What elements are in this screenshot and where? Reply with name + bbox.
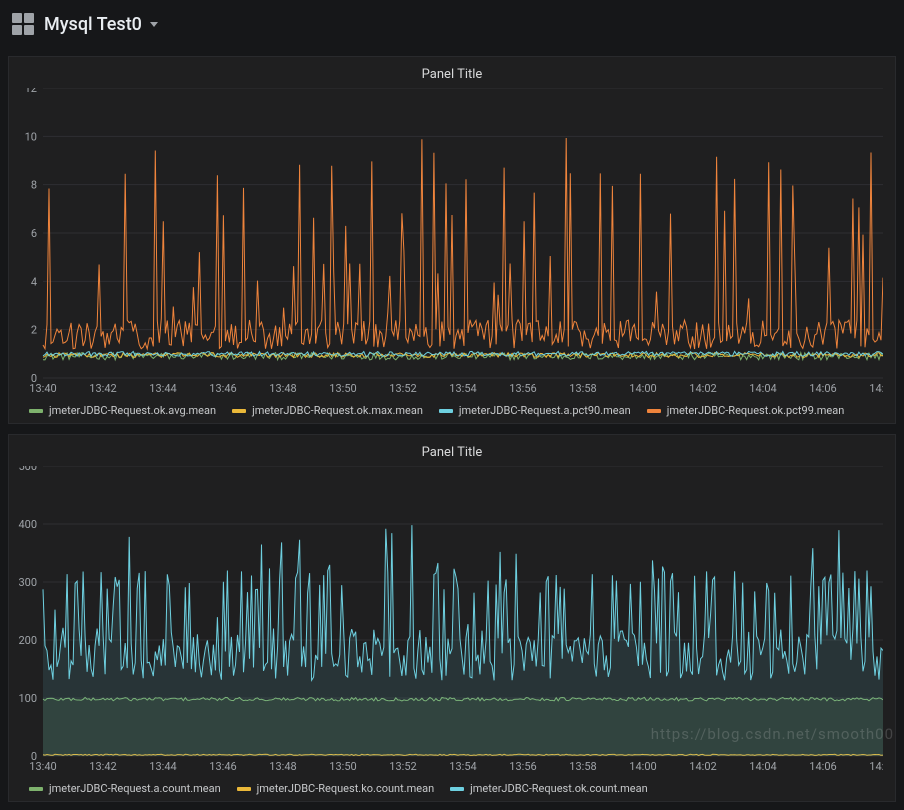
svg-text:4: 4 [31,275,37,288]
svg-text:14:08: 14:08 [869,382,883,395]
dashboard-grid-icon[interactable] [12,13,34,35]
legend-item[interactable]: jmeterJDBC-Request.ok.pct99.mean [647,404,845,417]
svg-text:13:42: 13:42 [89,760,116,773]
legend-swatch [29,787,43,791]
svg-text:13:48: 13:48 [269,760,296,773]
svg-text:10: 10 [25,130,37,143]
svg-text:14:06: 14:06 [809,382,836,395]
svg-text:6: 6 [31,227,37,240]
svg-text:13:58: 13:58 [569,382,596,395]
svg-text:200: 200 [18,634,37,647]
svg-text:13:42: 13:42 [89,382,116,395]
legend-label: jmeterJDBC-Request.ko.count.mean [257,782,435,795]
svg-text:13:50: 13:50 [329,382,356,395]
svg-text:13:44: 13:44 [149,382,176,395]
panel-1: Panel Title 02468101213:4013:4213:4413:4… [8,56,896,424]
panel-1-title: Panel Title [13,63,891,88]
legend-item[interactable]: jmeterJDBC-Request.ok.avg.mean [29,404,216,417]
panels-container: Panel Title 02468101213:4013:4213:4413:4… [0,48,904,810]
svg-text:14:02: 14:02 [689,382,716,395]
svg-text:300: 300 [18,576,37,589]
legend-swatch [450,787,464,791]
panel-2-legend: jmeterJDBC-Request.a.count.mean jmeterJDB… [13,776,891,799]
svg-text:13:40: 13:40 [29,382,56,395]
panel-1-legend: jmeterJDBC-Request.ok.avg.mean jmeterJDBC… [13,398,891,421]
svg-text:500: 500 [18,466,37,473]
svg-text:14:00: 14:00 [629,760,656,773]
legend-label: jmeterJDBC-Request.a.count.mean [49,782,221,795]
svg-text:13:48: 13:48 [269,382,296,395]
legend-swatch [29,409,43,413]
legend-label: jmeterJDBC-Request.ok.avg.mean [49,404,216,417]
svg-text:400: 400 [18,518,37,531]
chart-svg[interactable]: 010020030040050013:4013:4213:4413:4613:4… [13,466,883,776]
panel-1-chart[interactable]: 02468101213:4013:4213:4413:4613:4813:501… [13,88,891,398]
caret-down-icon [150,22,158,27]
svg-text:13:46: 13:46 [209,382,236,395]
svg-text:13:52: 13:52 [389,382,416,395]
panel-2: Panel Title 010020030040050013:4013:4213… [8,434,896,802]
legend-swatch [232,409,246,413]
svg-text:14:06: 14:06 [809,760,836,773]
svg-text:14:00: 14:00 [629,382,656,395]
svg-text:14:04: 14:04 [749,760,776,773]
svg-text:13:40: 13:40 [29,760,56,773]
svg-text:13:56: 13:56 [509,760,536,773]
dashboard-title-dropdown[interactable]: Mysql Test0 [44,14,158,35]
svg-text:13:54: 13:54 [449,382,476,395]
svg-text:13:46: 13:46 [209,760,236,773]
svg-text:13:58: 13:58 [569,760,596,773]
legend-item[interactable]: jmeterJDBC-Request.a.count.mean [29,782,221,795]
legend-label: jmeterJDBC-Request.ok.pct99.mean [667,404,845,417]
svg-text:13:50: 13:50 [329,760,356,773]
svg-text:100: 100 [18,692,37,705]
legend-item[interactable]: jmeterJDBC-Request.ok.count.mean [450,782,648,795]
svg-text:14:04: 14:04 [749,382,776,395]
legend-item[interactable]: jmeterJDBC-Request.ok.max.mean [232,404,423,417]
svg-text:2: 2 [31,324,37,337]
svg-text:12: 12 [25,88,37,95]
panel-2-title: Panel Title [13,441,891,466]
svg-text:14:02: 14:02 [689,760,716,773]
svg-text:13:52: 13:52 [389,760,416,773]
svg-text:8: 8 [31,179,37,192]
chart-svg[interactable]: 02468101213:4013:4213:4413:4613:4813:501… [13,88,883,398]
svg-text:13:56: 13:56 [509,382,536,395]
legend-swatch [647,409,661,413]
legend-item[interactable]: jmeterJDBC-Request.ko.count.mean [237,782,435,795]
panel-2-chart[interactable]: 010020030040050013:4013:4213:4413:4613:4… [13,466,891,776]
legend-swatch [439,409,453,413]
svg-text:13:44: 13:44 [149,760,176,773]
topbar: Mysql Test0 [0,0,904,48]
svg-text:14:08: 14:08 [869,760,883,773]
dashboard-title-text: Mysql Test0 [44,14,142,35]
svg-text:13:54: 13:54 [449,760,476,773]
legend-label: jmeterJDBC-Request.ok.count.mean [470,782,648,795]
series-line [43,138,883,349]
legend-label: jmeterJDBC-Request.ok.max.mean [252,404,423,417]
legend-label: jmeterJDBC-Request.a.pct90.mean [459,404,631,417]
legend-swatch [237,787,251,791]
legend-item[interactable]: jmeterJDBC-Request.a.pct90.mean [439,404,631,417]
